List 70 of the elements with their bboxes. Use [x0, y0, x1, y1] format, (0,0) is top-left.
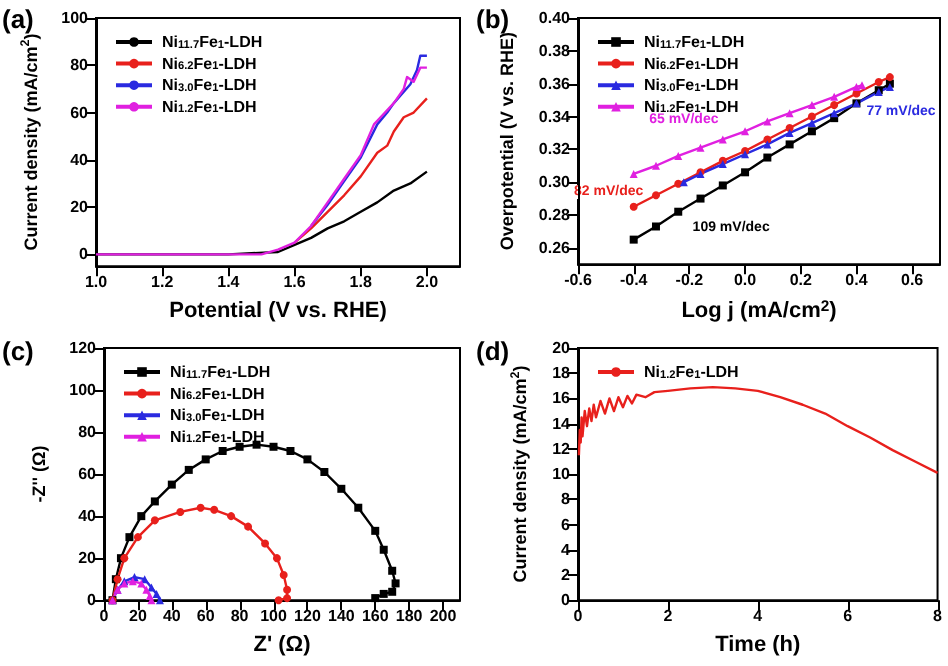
x-tick-label: 1.6: [283, 273, 307, 292]
y-tick-label: 40: [70, 150, 90, 169]
chart-title: (c): [2, 336, 34, 366]
y-tick-label: 0: [561, 591, 572, 610]
y-tick-label: 14: [552, 414, 572, 433]
y-tick-label: 60: [70, 103, 90, 122]
y-tick-label: 20: [70, 198, 90, 217]
x-tick-label: 100: [260, 607, 288, 626]
y-tick-label: 20: [78, 549, 98, 568]
y-tick-label: 60: [78, 465, 98, 484]
y-tick-label: 0.34: [538, 107, 572, 126]
x-tick-label: 0.2: [789, 271, 813, 290]
y-tick-label: 40: [78, 507, 98, 526]
y-axis-title: Overpotential (V vs. RHE): [497, 32, 517, 251]
y-tick-label: 10: [552, 465, 572, 484]
y-tick-label: 80: [78, 423, 98, 442]
x-axis-title: Z' (Ω): [253, 633, 312, 657]
y-tick-label: 0.26: [538, 238, 572, 257]
y-tick-label: 12: [552, 439, 572, 458]
x-tick-label: 200: [429, 607, 458, 626]
x-tick-label: -0.6: [564, 271, 593, 290]
chart-title: (d): [476, 336, 510, 366]
x-tick-label: 0: [99, 607, 110, 626]
x-tick-label: 8: [933, 607, 944, 626]
x-tick-label: 0.4: [845, 271, 869, 290]
x-axis-title: Time (h): [715, 633, 802, 657]
x-tick-label: 40: [162, 607, 182, 626]
y-tick-label: 120: [69, 339, 98, 357]
y-tick-label: 8: [561, 490, 572, 509]
x-tick-label: 60: [196, 607, 216, 626]
y-tick-label: 0: [87, 591, 98, 610]
y-tick-label: 18: [552, 364, 572, 383]
x-tick-label: 0.6: [901, 271, 925, 290]
y-tick-label: 0.40: [538, 9, 572, 27]
y-tick-label: 2: [561, 565, 572, 584]
x-tick-label: 20: [129, 607, 148, 626]
x-axis-title: Potential (V vs. RHE): [169, 299, 388, 323]
x-tick-label: -0.4: [619, 271, 649, 290]
y-tick-label: 20: [552, 339, 572, 357]
y-tick-label: 0.32: [538, 140, 572, 159]
x-tick-label: 2.0: [415, 273, 440, 292]
y-tick-label: 0.38: [538, 41, 572, 60]
x-tick-label: 0.0: [733, 271, 758, 290]
y-axis-title: -Z'' (Ω): [28, 445, 49, 503]
x-tick-label: 4: [753, 607, 764, 626]
x-tick-label: 2: [663, 607, 674, 626]
y-tick-label: 80: [70, 56, 90, 75]
chart-title: (b): [476, 4, 510, 34]
x-tick-label: -0.2: [675, 271, 705, 290]
y-tick-label: 0.30: [538, 173, 572, 192]
y-tick-label: 0.28: [538, 206, 572, 224]
x-tick-label: 1.4: [217, 273, 241, 292]
y-tick-label: 6: [561, 515, 572, 534]
y-tick-label: 100: [69, 381, 98, 400]
x-tick-label: 6: [843, 607, 854, 626]
x-tick-label: 1.0: [84, 273, 109, 292]
y-tick-label: 16: [552, 389, 572, 408]
y-tick-label: 4: [561, 540, 572, 559]
x-tick-label: 160: [361, 607, 390, 626]
x-tick-label: 120: [294, 607, 322, 626]
y-tick-label: 0.36: [538, 74, 572, 93]
chart-title: (a): [2, 4, 34, 34]
x-tick-label: 1.2: [151, 273, 175, 292]
y-tick-label: 0: [79, 245, 90, 264]
y-tick-label: 100: [61, 9, 90, 27]
x-tick-label: 0: [573, 607, 584, 626]
x-tick-label: 140: [327, 607, 356, 626]
x-tick-label: 180: [395, 607, 424, 626]
x-tick-label: 80: [230, 607, 250, 626]
x-tick-label: 1.8: [349, 273, 373, 292]
